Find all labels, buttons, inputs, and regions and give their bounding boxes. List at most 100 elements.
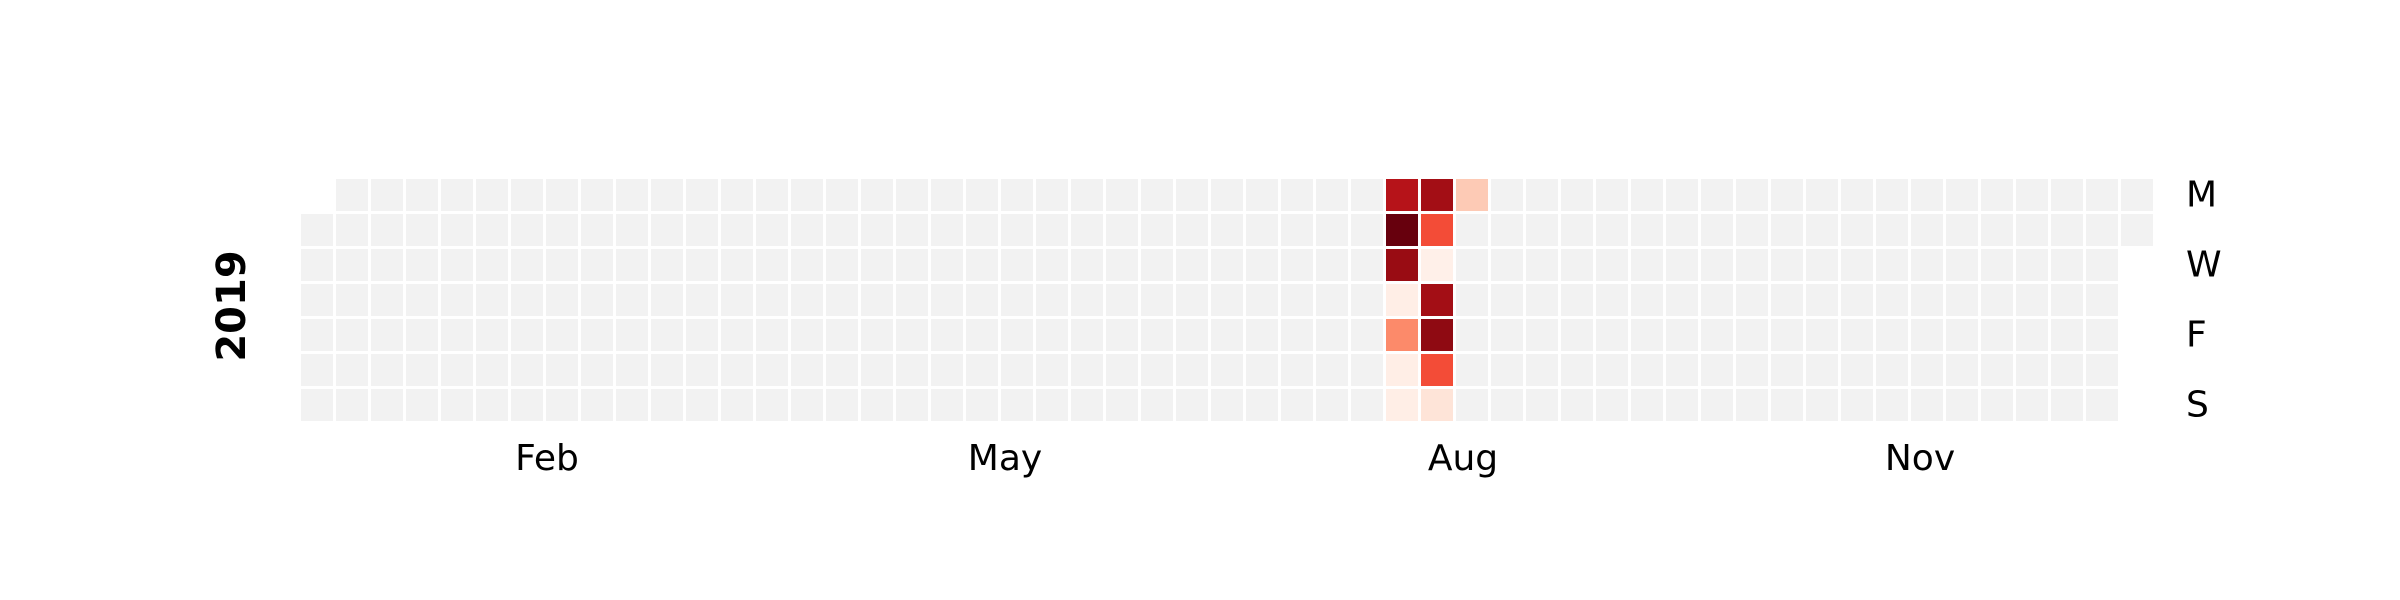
heatmap-cell-2019-11-16 [1876,354,1908,386]
heatmap-cell-2019-06-23 [1141,389,1173,421]
heatmap-cell-2019-07-29 [1351,179,1383,211]
heatmap-cell-2019-12-30 [2121,179,2153,211]
heatmap-cell-2019-05-22 [1001,249,1033,281]
heatmap-cell-2019-09-05 [1526,284,1558,316]
heatmap-cell-2019-03-25 [721,179,753,211]
heatmap-cell-2019-03-28 [721,284,753,316]
heatmap-cell-2019-09-03 [1526,214,1558,246]
heatmap-cell-2019-01-21 [406,179,438,211]
heatmap-cell-2019-10-04 [1666,319,1698,351]
heatmap-cell-2019-08-21 [1456,249,1488,281]
heatmap-cell-2019-07-21 [1281,389,1313,421]
heatmap-cell-2019-06-07 [1071,319,1103,351]
heatmap-cell-2019-05-25 [1001,354,1033,386]
heatmap-cell-2019-08-17 [1421,354,1453,386]
heatmap-cell-2019-09-14 [1561,354,1593,386]
heatmap-cell-2019-02-28 [581,284,613,316]
heatmap-cell-2019-01-05 [301,354,333,386]
heatmap-cell-2019-06-14 [1106,319,1138,351]
heatmap-cell-2019-08-16 [1421,319,1453,351]
heatmap-cell-2019-07-23 [1316,214,1348,246]
heatmap-cell-2019-10-07 [1701,179,1733,211]
heatmap-cell-2019-07-18 [1281,284,1313,316]
heatmap-cell-2019-10-25 [1771,319,1803,351]
heatmap-cell-2019-04-11 [791,284,823,316]
heatmap-cell-2019-01-04 [301,319,333,351]
heatmap-cell-2019-12-01 [1946,389,1978,421]
heatmap-cell-2019-07-01 [1211,179,1243,211]
heatmap-cell-2019-12-04 [1981,249,2013,281]
heatmap-cell-2019-04-10 [791,249,823,281]
heatmap-cell-2019-03-12 [651,214,683,246]
heatmap-cell-2019-06-30 [1176,389,1208,421]
heatmap-cell-2019-02-02 [441,354,473,386]
heatmap-cell-2019-10-02 [1666,249,1698,281]
heatmap-cell-2019-07-05 [1211,319,1243,351]
heatmap-cell-2019-04-21 [826,389,858,421]
heatmap-cell-2019-02-03 [441,389,473,421]
heatmap-cell-2019-01-06 [301,389,333,421]
heatmap-cell-2019-11-23 [1911,354,1943,386]
heatmap-cell-2019-05-07 [931,214,963,246]
heatmap-cell-2019-10-26 [1771,354,1803,386]
heatmap-cell-2019-04-20 [826,354,858,386]
heatmap-cell-2019-06-04 [1071,214,1103,246]
heatmap-cell-2019-07-27 [1316,354,1348,386]
heatmap-cell-2019-08-11 [1386,389,1418,421]
heatmap-cell-2019-12-05 [1981,284,2013,316]
heatmap-cell-2019-03-18 [686,179,718,211]
heatmap-cell-2019-08-15 [1421,284,1453,316]
heatmap-cell-2019-12-24 [2086,214,2118,246]
heatmap-cell-2019-08-26 [1491,179,1523,211]
heatmap-cell-2019-10-11 [1701,319,1733,351]
heatmap-cell-2019-01-27 [406,389,438,421]
heatmap-cell-2019-12-27 [2086,319,2118,351]
heatmap-cell-2019-07-10 [1246,249,1278,281]
heatmap-cell-2019-04-07 [756,389,788,421]
heatmap-cell-2019-07-26 [1316,319,1348,351]
heatmap-cell-2019-10-08 [1701,214,1733,246]
heatmap-cell-2019-06-08 [1071,354,1103,386]
heatmap-cell-2019-08-13 [1421,214,1453,246]
heatmap-cell-2019-03-16 [651,354,683,386]
heatmap-cell-2019-01-17 [371,284,403,316]
heatmap-cell-2019-09-13 [1561,319,1593,351]
heatmap-cell-2019-11-26 [1946,214,1978,246]
heatmap-cell-2019-05-21 [1001,214,1033,246]
heatmap-cell-2019-05-27 [1036,179,1068,211]
heatmap-cell-2019-10-24 [1771,284,1803,316]
heatmap-cell-2019-09-02 [1526,179,1558,211]
heatmap-cell-2019-11-28 [1946,284,1978,316]
heatmap-cell-2019-08-03 [1351,354,1383,386]
heatmap-cell-2019-03-11 [651,179,683,211]
heatmap-cell-2019-07-31 [1351,249,1383,281]
heatmap-cell-2019-03-08 [616,319,648,351]
heatmap-cell-2019-12-14 [2016,354,2048,386]
heatmap-cell-2019-02-18 [546,179,578,211]
heatmap-cell-2019-08-30 [1491,319,1523,351]
heatmap-cell-2019-06-19 [1141,249,1173,281]
heatmap-cell-2019-03-27 [721,249,753,281]
heatmap-cell-2019-07-11 [1246,284,1278,316]
heatmap-cell-2019-01-14 [371,179,403,211]
heatmap-cell-2019-05-01 [896,249,928,281]
heatmap-cell-2019-12-19 [2051,284,2083,316]
heatmap-cell-2019-04-23 [861,214,893,246]
heatmap-cell-2019-12-15 [2016,389,2048,421]
heatmap-cell-2019-07-07 [1211,389,1243,421]
heatmap-cell-2019-12-11 [2016,249,2048,281]
heatmap-cell-2019-10-28 [1806,179,1838,211]
heatmap-cell-2019-11-30 [1946,354,1978,386]
heatmap-cell-2019-01-29 [441,214,473,246]
heatmap-cell-2019-08-02 [1351,319,1383,351]
heatmap-cell-2019-05-10 [931,319,963,351]
heatmap-cell-2019-05-05 [896,389,928,421]
heatmap-cell-2019-05-30 [1036,284,1068,316]
heatmap-cell-2019-07-06 [1211,354,1243,386]
heatmap-cell-2019-01-09 [336,249,368,281]
heatmap-cell-2019-05-04 [896,354,928,386]
heatmap-cell-2019-08-09 [1386,319,1418,351]
heatmap-cell-2019-08-20 [1456,214,1488,246]
heatmap-cell-2019-11-27 [1946,249,1978,281]
heatmap-cell-2019-04-14 [791,389,823,421]
